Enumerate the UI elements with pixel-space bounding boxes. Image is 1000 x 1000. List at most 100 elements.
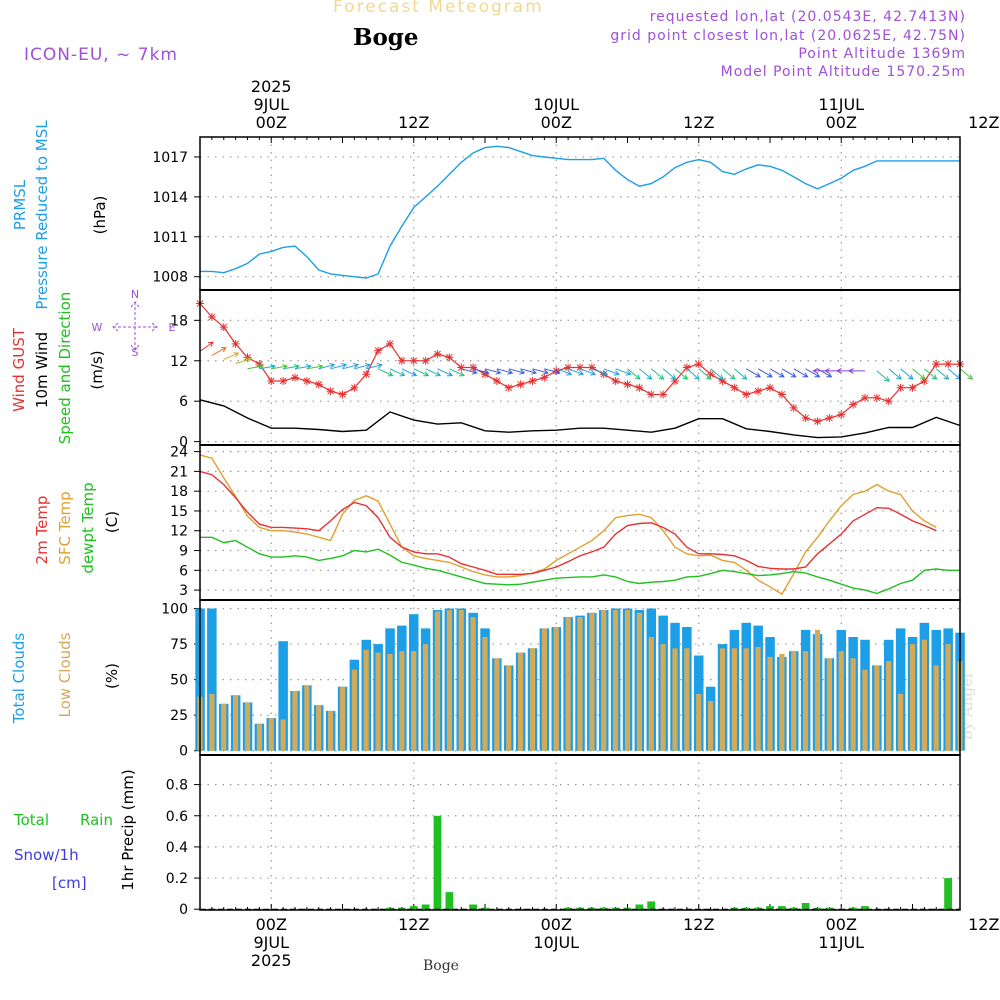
legend-rain: Rain	[80, 811, 113, 829]
precip-bar	[421, 904, 430, 910]
meteogram-title: Forecast Meteogram	[333, 0, 544, 17]
ytick-label-clouds: 75	[170, 637, 188, 653]
ytick-label-temperature: 3	[179, 583, 188, 599]
gust-marker	[457, 363, 466, 372]
gust-marker	[279, 376, 288, 385]
ytick-label-precip: 0.6	[166, 809, 188, 825]
low-cloud-bar	[909, 644, 916, 751]
wind-direction-arrow	[377, 368, 394, 377]
precip-bar	[825, 907, 834, 910]
wind-direction-arrow	[223, 352, 240, 360]
ytick-label-precip: 0	[179, 902, 188, 918]
wind-direction-arrow	[793, 368, 809, 378]
wind-direction-arrow	[769, 368, 785, 378]
compass-arrows	[112, 301, 158, 351]
gust-marker	[647, 390, 656, 399]
wind-direction-arrow	[461, 368, 478, 375]
footer-location: Boge	[423, 958, 459, 974]
precip-bar	[599, 907, 608, 910]
low-cloud-bar	[411, 651, 417, 751]
gust-marker	[362, 370, 371, 379]
ytick-label-wind: 6	[179, 394, 188, 410]
low-cloud-bar	[233, 695, 239, 751]
wind-direction-arrow	[686, 368, 700, 380]
ytick-label-temperature: 21	[170, 464, 188, 480]
precip-bar	[611, 907, 620, 910]
gust-marker	[908, 383, 917, 392]
wind-direction-arrow	[698, 368, 712, 380]
gust-marker	[920, 376, 929, 385]
sfc-temp-line	[199, 454, 937, 596]
wind-direction-arrow	[924, 368, 938, 380]
wind-direction-arrow	[449, 368, 465, 377]
low-cloud-bar	[826, 658, 832, 751]
wind-10m-label: 10m Wind	[33, 332, 51, 408]
time-label-bottom: 9JUL	[253, 933, 289, 952]
time-label-bottom: 12Z	[683, 915, 714, 934]
wind-direction-arrow	[650, 368, 665, 380]
gust-marker	[671, 376, 679, 385]
wind-direction-arrow	[781, 368, 797, 378]
wind-gust-label: Wind GUST	[10, 327, 28, 412]
time-label-top: 11JUL	[818, 95, 864, 114]
low-cloud-bar	[696, 693, 702, 751]
gridpoint-coordinates: grid point closest lon,lat (20.0625E, 42…	[610, 28, 966, 44]
low-cloud-bar	[434, 611, 441, 751]
precip-bar	[647, 901, 656, 910]
time-label-top: 00Z	[826, 113, 857, 132]
panel-precip: 0 0.2 0.4 0.6 0.8	[166, 755, 960, 918]
ytick-label-clouds: 25	[170, 708, 188, 724]
panel-pressure: 1008 1011 1014 1017	[152, 137, 960, 290]
wind-speed-line	[199, 399, 961, 439]
gust-marker	[338, 390, 347, 399]
low-cloud-bar	[541, 628, 547, 751]
wind-direction-arrow	[662, 368, 677, 380]
low-cloud-bar	[779, 654, 785, 751]
low-cloud-bar	[886, 661, 892, 751]
ytick-label-pressure: 1014	[152, 190, 188, 206]
gust-marker	[302, 376, 311, 385]
time-label-bottom: 00Z	[826, 915, 857, 934]
ytick-label-wind: 12	[170, 354, 188, 370]
gust-marker	[492, 376, 501, 385]
wind-direction-arrow	[603, 368, 620, 376]
pressure-unit-label: (hPa)	[91, 196, 109, 235]
temp-unit-label: (C)	[103, 511, 121, 533]
gust-marker	[504, 383, 513, 392]
compass-e: E	[169, 321, 176, 334]
gust-marker	[433, 350, 442, 359]
low-cloud-bar	[589, 612, 595, 751]
low-cloud-bar	[292, 691, 298, 751]
time-label-bottom: 2025	[251, 951, 292, 970]
low-cloud-bar	[375, 652, 381, 751]
low-cloud-bar	[850, 658, 856, 751]
time-label-bottom: 00Z	[541, 915, 572, 934]
time-label-top: 2025	[251, 77, 292, 96]
low-cloud-bar	[945, 644, 951, 751]
low-cloud-bar	[518, 652, 524, 751]
precip-bar	[469, 904, 477, 910]
low-cloud-bar	[482, 637, 488, 751]
wind-direction-arrow	[330, 363, 348, 370]
gust-marker	[445, 353, 454, 362]
low-cloud-bar	[838, 651, 844, 751]
requested-coordinates: requested lon,lat (20.0543E, 42.7413N)	[649, 9, 966, 25]
precip-bar	[398, 907, 406, 910]
wind-speed-direction-label: Speed and Direction	[56, 292, 74, 445]
t2m-line	[199, 470, 937, 575]
gust-marker	[789, 403, 798, 412]
gust-marker	[682, 363, 691, 372]
pressure-line	[200, 145, 960, 279]
gust-marker	[291, 373, 299, 382]
low-cloud-bar	[767, 656, 773, 751]
low-cloud-bar	[921, 639, 927, 751]
gust-marker	[706, 370, 715, 379]
time-label-bottom: 12Z	[398, 915, 429, 934]
gust-marker	[207, 312, 216, 321]
low-cloud-bar	[316, 705, 322, 751]
low-cloud-bar	[624, 610, 631, 751]
precip-bar	[742, 907, 751, 910]
ytick-label-clouds: 100	[161, 602, 188, 618]
gust-marker	[469, 363, 478, 372]
location-name: Boge	[353, 24, 419, 51]
